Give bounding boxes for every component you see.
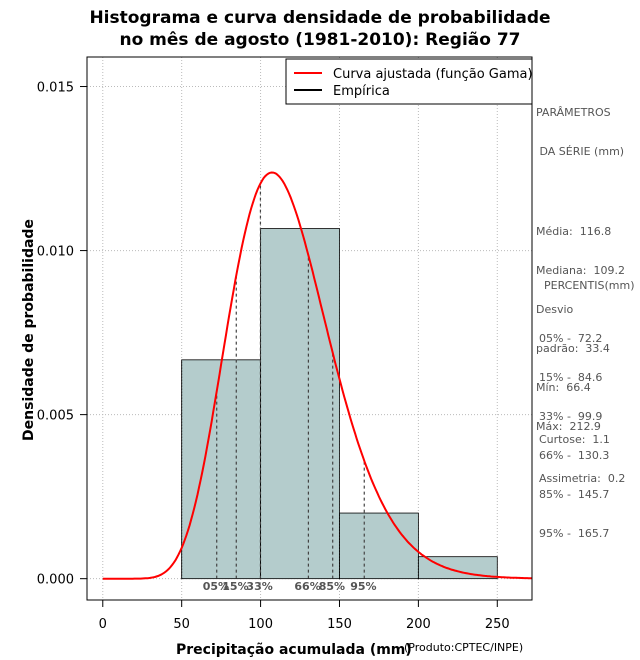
histogram-bar-2 xyxy=(339,512,419,580)
percentile-label-85: 85% xyxy=(319,580,345,593)
percentil-05: 05% - 72.2 xyxy=(539,332,603,345)
percentil-66: 66% - 130.3 xyxy=(539,449,610,462)
param-stddev-label: Desvio xyxy=(536,303,574,316)
percentile-label-05: 05% xyxy=(203,580,229,593)
params-panel: PARÂMETROS DA SÉRIE (mm) Média: 116.8 Me… xyxy=(536,80,625,446)
fitted-gamma-curve xyxy=(102,171,532,580)
y-axis-label: Densidade de probabilidade xyxy=(21,219,37,441)
x-tick-label-3: 150 xyxy=(327,617,352,632)
param-min: Mín: 66.4 xyxy=(536,381,591,394)
plot-frame xyxy=(86,56,533,601)
histogram-bar-0 xyxy=(181,359,261,580)
percentil-15: 15% - 84.6 xyxy=(539,371,603,384)
param-mean: Média: 116.8 xyxy=(536,225,612,238)
x-tick-label-4: 200 xyxy=(406,617,431,632)
legend-label-1: Empírica xyxy=(333,84,390,99)
x-tick-label-1: 50 xyxy=(173,617,190,632)
percentil-95: 95% - 165.7 xyxy=(539,527,610,540)
y-tick-label-0: 0.000 xyxy=(37,573,74,588)
params-subheading: DA SÉRIE (mm) xyxy=(536,145,625,158)
params-heading: PARÂMETROS xyxy=(536,106,611,119)
percentil-33: 33% - 99.9 xyxy=(539,410,603,423)
stat-kurtosis: Curtose: 1.1 xyxy=(539,433,610,446)
param-stddev: padrão: 33.4 xyxy=(536,342,610,355)
stat-skewness: Assimetria: 0.2 xyxy=(539,472,626,485)
percentis-heading: PERCENTIS(mm) xyxy=(544,279,635,292)
x-tick-label-0: 0 xyxy=(99,617,107,632)
chart-title-line1: Histograma e curva densidade de probabil… xyxy=(89,8,551,28)
legend-label-0: Curva ajustada (função Gama) xyxy=(333,67,533,82)
x-axis-label: Precipitação acumulada (mm) xyxy=(176,642,412,658)
param-max: Máx: 212.9 xyxy=(536,420,601,433)
stats-panel: Curtose: 1.1 Assimetria: 0.2 xyxy=(539,407,625,498)
percentil-85: 85% - 145.7 xyxy=(539,488,610,501)
y-tick-label-3: 0.015 xyxy=(37,81,74,96)
product-credit: (Produto:CPTEC/INPE) xyxy=(404,641,524,654)
percentile-label-15: 15% xyxy=(222,580,248,593)
y-tick-label-1: 0.005 xyxy=(37,409,74,424)
x-tick-label-2: 100 xyxy=(248,617,273,632)
legend-box xyxy=(285,58,533,105)
histogram-bar-3 xyxy=(417,556,498,580)
chart-title-line2: no mês de agosto (1981-2010): Região 77 xyxy=(119,30,521,50)
param-median: Mediana: 109.2 xyxy=(536,264,625,277)
percentile-label-95: 95% xyxy=(350,580,376,593)
x-tick-label-5: 250 xyxy=(485,617,510,632)
y-tick-label-2: 0.010 xyxy=(37,245,74,260)
percentile-label-33: 33% xyxy=(246,580,272,593)
histogram-bar-1 xyxy=(260,228,340,580)
percentile-label-66: 66% xyxy=(294,580,320,593)
percentis-panel: 05% - 72.2 15% - 84.6 33% - 99.9 66% - 1… xyxy=(539,306,609,553)
